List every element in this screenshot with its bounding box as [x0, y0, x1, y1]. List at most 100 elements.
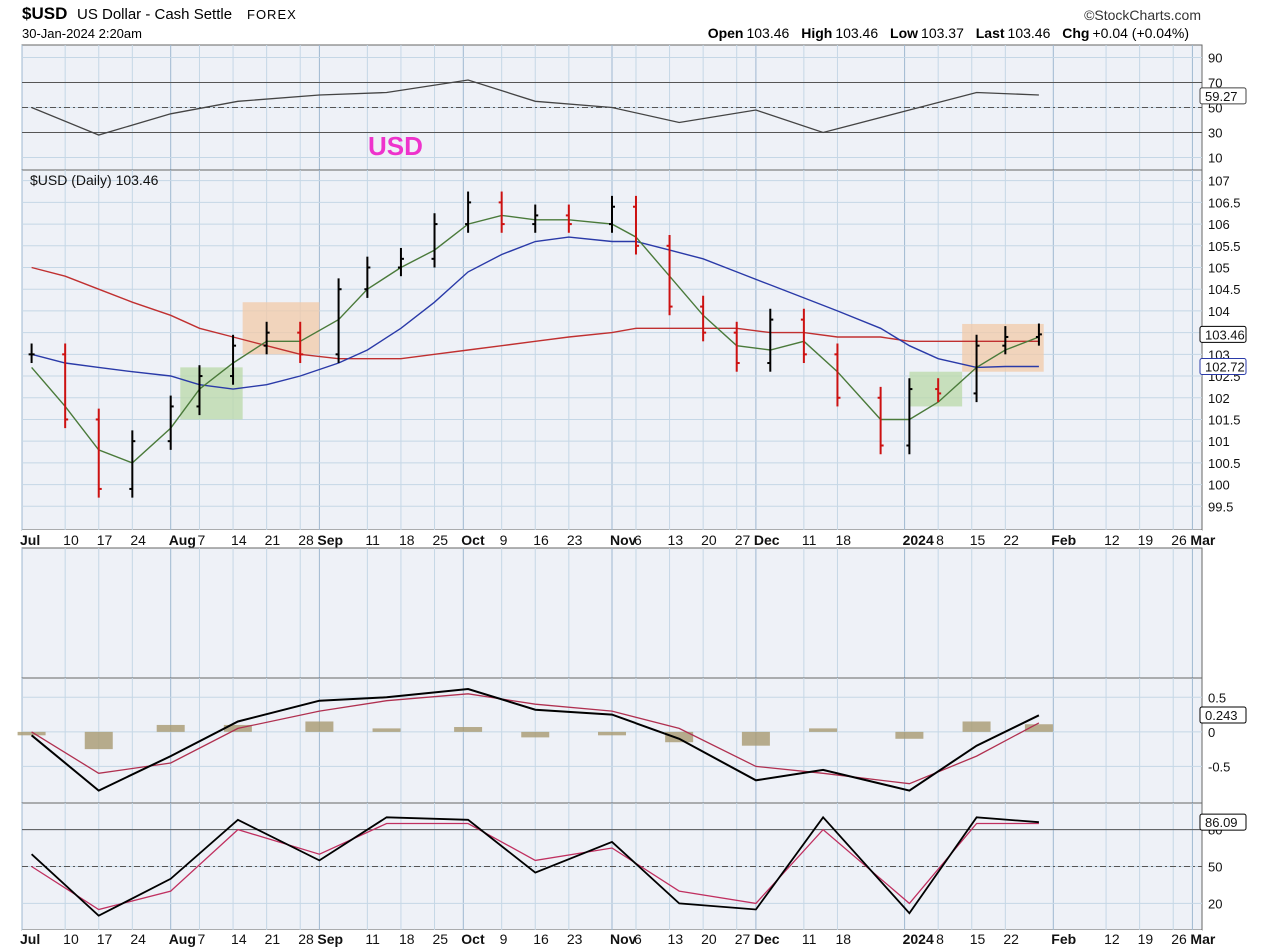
x-tick-label: 9: [500, 532, 508, 548]
x-tick-label: 27: [735, 931, 751, 947]
y-tick-label: 107: [1208, 174, 1230, 189]
x-tick-label: Aug: [169, 931, 196, 947]
x-tick-label: 27: [735, 532, 751, 548]
last-price-tag: 103.46: [1205, 327, 1245, 342]
high-value: 103.46: [835, 25, 879, 41]
y-tick-label: 104.5: [1208, 282, 1241, 297]
open-value: 103.46: [746, 25, 790, 41]
symbol-description: US Dollar - Cash Settle: [77, 6, 233, 23]
x-tick-label: 14: [231, 532, 247, 548]
x-tick-label: 11: [802, 532, 817, 548]
x-tick-label: Mar: [1190, 532, 1215, 548]
y-tick-label: 100.5: [1208, 456, 1241, 471]
x-tick-label: 8: [936, 931, 944, 947]
x-tick-label: 13: [668, 532, 684, 548]
usd-annotation: USD: [368, 131, 423, 161]
quote-summary: Open 103.46 High 103.46 Low 103.37 Last 103.…: [700, 25, 1189, 41]
macd-histogram-bar: [372, 728, 401, 732]
y-tick-label: 106: [1208, 217, 1230, 232]
high-label: High: [801, 25, 833, 41]
y-tick-label: 102: [1208, 391, 1230, 406]
y-tick-label: -0.5: [1208, 759, 1230, 774]
x-axis-strip: [22, 530, 1202, 548]
macd-histogram-bar: [1024, 724, 1053, 732]
x-tick-label: 26: [1171, 532, 1187, 548]
x-tick-label: 11: [365, 931, 380, 947]
last-price-tag-box: [1199, 325, 1247, 343]
x-tick-label: 18: [399, 532, 415, 548]
stochastic-line: [30, 815, 1039, 917]
x-tick-label: Sep: [317, 931, 343, 947]
macd-histogram-bar: [895, 731, 924, 739]
moving-average-line: [31, 266, 1039, 360]
x-tick-label: Jul: [20, 931, 40, 947]
x-tick-label: 2024: [903, 532, 934, 548]
x-tick-label: Oct: [461, 532, 485, 548]
y-tick-label: 104: [1208, 304, 1230, 319]
last-value: 103.46: [1007, 25, 1051, 41]
x-tick-label: 21: [265, 931, 281, 947]
exchange-label: FOREX: [247, 7, 297, 22]
macd-histogram-bar: [84, 731, 113, 750]
x-tick-label: Jul: [20, 532, 40, 548]
x-tick-label: 10: [63, 931, 79, 947]
x-tick-label: 22: [1003, 532, 1019, 548]
x-tick-label: 24: [130, 931, 146, 947]
y-tick-label: 10: [1208, 151, 1222, 166]
y-tick-label: 90: [1208, 51, 1222, 66]
macd-histogram-bar: [521, 731, 550, 738]
x-tick-label: 11: [365, 532, 380, 548]
x-tick-label: 24: [130, 532, 146, 548]
x-tick-label: 23: [567, 532, 583, 548]
x-tick-label: Feb: [1051, 532, 1076, 548]
x-axis-strip-bottom: [22, 930, 1202, 951]
highlight-zone: [242, 302, 320, 355]
x-tick-label: Sep: [317, 532, 343, 548]
x-tick-label: 18: [835, 532, 851, 548]
x-tick-label: 6: [634, 532, 642, 548]
chg-label: Chg: [1062, 25, 1090, 41]
y-tick-label: 105.5: [1208, 239, 1241, 254]
y-tick-label: 105: [1208, 261, 1230, 276]
rsi-value-tag-box: [1199, 87, 1247, 105]
macd-histogram-bar: [962, 721, 991, 732]
x-tick-label: 23: [567, 931, 583, 947]
macd-value-tag: 0.243: [1205, 708, 1238, 723]
macd-histogram-bar: [809, 728, 838, 732]
open-label: Open: [707, 25, 744, 41]
quote-datetime: 30-Jan-2024 2:20am: [22, 26, 142, 41]
brand-label[interactable]: ©StockCharts.com: [1084, 7, 1201, 23]
x-tick-label: Dec: [754, 532, 780, 548]
macd-histogram-bar: [305, 721, 334, 732]
ma-value-tag-box: [1199, 357, 1247, 375]
y-tick-label: 100: [1208, 478, 1230, 493]
macd-histogram-bar: [665, 731, 694, 743]
x-tick-label: 18: [399, 931, 415, 947]
x-tick-label: 15: [970, 931, 986, 947]
macd-histogram-bar: [156, 724, 185, 732]
stochastic-value-tag-box: [1199, 813, 1247, 831]
y-tick-label: 106.5: [1208, 195, 1241, 210]
x-tick-label: 13: [668, 931, 684, 947]
x-tick-label: 28: [298, 931, 314, 947]
x-tick-label: Nov: [610, 532, 637, 548]
y-tick-label: 99.5: [1208, 499, 1233, 514]
x-tick-label: 26: [1171, 931, 1187, 947]
macd-histogram-bar: [454, 727, 483, 732]
x-tick-label: 16: [533, 931, 549, 947]
y-tick-label: 20: [1208, 896, 1222, 911]
x-tick-label: 19: [1138, 931, 1154, 947]
x-tick-label: Nov: [610, 931, 637, 947]
x-tick-label: 20: [701, 931, 717, 947]
price-panel-title: $USD (Daily) 103.46: [30, 172, 159, 188]
y-tick-label: 0: [1208, 725, 1215, 740]
y-tick-label: 0.5: [1208, 690, 1226, 705]
x-tick-label: 10: [63, 532, 79, 548]
x-tick-label: 17: [97, 532, 113, 548]
chg-value: +0.04 (+0.04%): [1092, 25, 1189, 41]
x-tick-label: 22: [1003, 931, 1019, 947]
x-tick-label: 11: [802, 931, 817, 947]
macd-histogram-bar: [17, 731, 46, 736]
x-tick-label: 16: [533, 532, 549, 548]
x-tick-label: 17: [97, 931, 113, 947]
